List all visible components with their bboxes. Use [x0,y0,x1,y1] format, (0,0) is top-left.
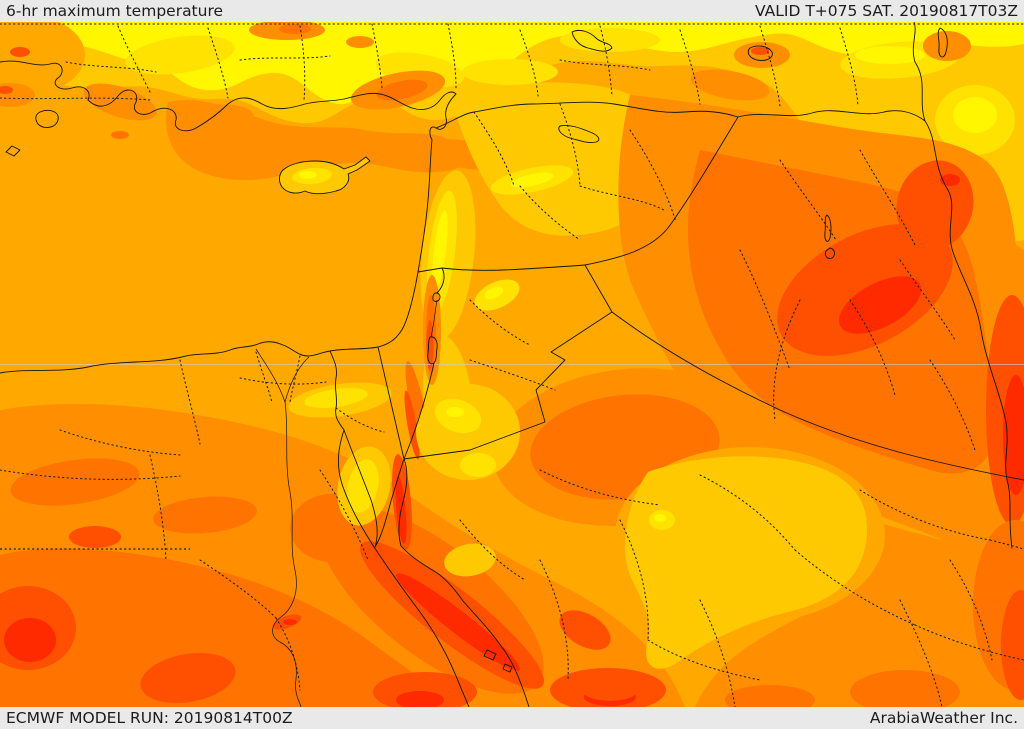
ataturk-reservoir [571,29,613,52]
lake-assad [558,125,600,143]
map-title: 6-hr maximum temperature [6,2,224,20]
lake-van [747,45,773,61]
footer-bar: ECMWF MODEL RUN: 20190814T00Z ArabiaWeat… [0,707,1024,729]
header-bar: 6-hr maximum temperature VALID T+075 SAT… [0,0,1024,22]
coastline [0,60,530,707]
lake-tharthar [824,214,832,242]
lake-razzaza [824,247,835,259]
model-run-label: ECMWF MODEL RUN: 20190814T00Z [6,709,293,727]
sea-of-galilee [432,292,441,302]
temperature-fill-layer [0,22,1024,707]
country-borders [377,22,1024,549]
admin-boundaries [0,23,1024,707]
nile-river [255,299,438,707]
brand-label: ArabiaWeather Inc. [869,709,1018,727]
lake-urmia [937,27,948,58]
cyprus-outline [279,156,371,195]
valid-time-label: VALID T+075 SAT. 20190817T03Z [755,2,1018,20]
